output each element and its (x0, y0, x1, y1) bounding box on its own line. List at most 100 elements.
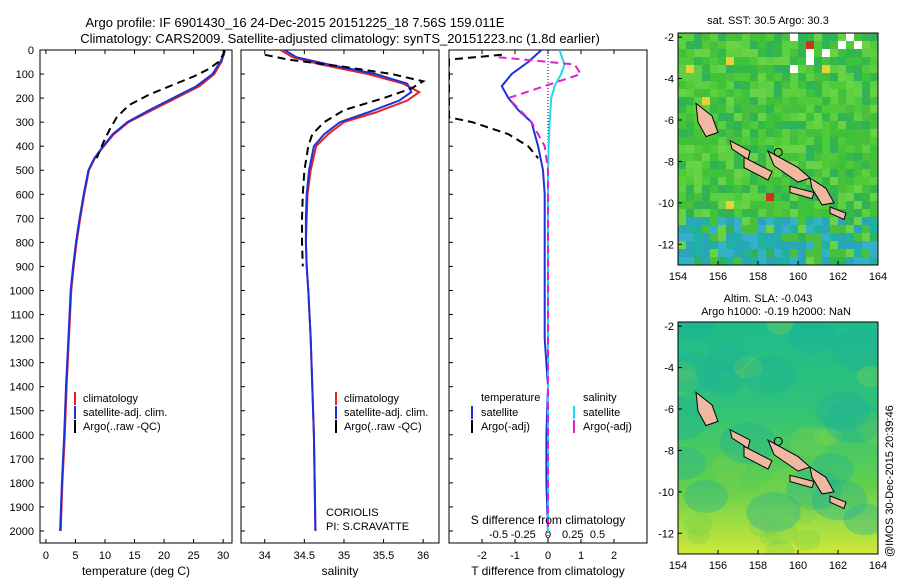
sst-cell (726, 161, 735, 170)
sst-cell (830, 145, 839, 154)
sst-cell (702, 41, 711, 50)
sst-cell (678, 161, 687, 170)
sst-cell (782, 137, 791, 146)
sst-cell (814, 169, 823, 178)
sst-cell (830, 33, 839, 42)
sst-cell (822, 177, 831, 186)
sst-cell (726, 81, 735, 90)
sst-cell (790, 145, 799, 154)
sst-cell (774, 121, 783, 130)
sst-cell (814, 57, 823, 66)
sst-cell (870, 241, 878, 250)
map-y-tick-label: -4 (664, 363, 674, 375)
sst-cell (782, 217, 791, 226)
sst-cell (806, 201, 815, 210)
sst-cell (718, 217, 727, 226)
sst-cell (862, 233, 871, 242)
sst-cell (846, 153, 855, 162)
sst-cell (774, 49, 783, 58)
series-salinity-argo-adj (498, 56, 583, 531)
salinity-panel: 34 34.5 35 35.5 36 salinity climatology sate… (240, 49, 440, 578)
sst-cell (702, 145, 711, 154)
sst-cell (782, 153, 791, 162)
sst-cell (830, 49, 839, 58)
sst-cell (702, 169, 711, 178)
depth-tick-label: 0 (28, 45, 34, 57)
sst-cell (838, 217, 847, 226)
sst-cell (790, 201, 799, 210)
sst-cell (678, 89, 687, 98)
sst-cell (814, 121, 823, 130)
sst-cell (710, 161, 719, 170)
sla-blob (766, 322, 794, 335)
sst-cell (686, 193, 695, 202)
sst-cell (838, 145, 847, 154)
difference-xlabel-s: S difference from climatology (471, 513, 626, 527)
sst-cell (782, 209, 791, 218)
sst-cell (870, 169, 878, 178)
map-y-tick-label: -10 (658, 487, 674, 499)
sst-cell (726, 225, 735, 234)
sst-cell (678, 193, 687, 202)
sst-cell (774, 145, 783, 154)
sst-cell (766, 137, 775, 146)
depth-tick-label: 1300 (10, 358, 34, 370)
depth-tick-label: 900 (16, 261, 34, 273)
sst-cell (806, 241, 815, 250)
sst-cell (766, 97, 775, 106)
sst-cell (790, 113, 799, 122)
sla-blob (678, 361, 697, 382)
sst-cell (686, 137, 695, 146)
sst-cell (838, 33, 847, 42)
sst-cell (686, 129, 695, 138)
sst-cell (718, 113, 727, 122)
sla-blob (707, 340, 749, 373)
sst-cell (854, 225, 863, 234)
sst-cell (846, 97, 855, 106)
sst-cell (710, 201, 719, 210)
sst-cell (798, 249, 807, 258)
sst-cell (710, 153, 719, 162)
title-line-2: Climatology: CARS2009. Satellite-adjuste… (80, 31, 600, 46)
sst-cell (678, 97, 687, 106)
sst-cell (750, 105, 759, 114)
sst-cell (870, 33, 878, 42)
sla-blob (831, 327, 878, 371)
sst-cell (838, 137, 847, 146)
sst-cell (686, 97, 695, 106)
sst-cell (678, 257, 687, 265)
sst-cell (862, 65, 871, 74)
sst-cell (830, 177, 839, 186)
sst-cell (750, 209, 759, 218)
sst-cell (838, 225, 847, 234)
sst-cell (822, 121, 831, 130)
sst-cell (686, 241, 695, 250)
sst-cell (854, 105, 863, 114)
sst-cell (678, 33, 687, 42)
sst-cell (710, 49, 719, 58)
sst-cell (726, 33, 735, 42)
sst-cell (686, 209, 695, 218)
sla-blob (792, 529, 821, 551)
sst-cell (702, 209, 711, 218)
sst-cell (854, 49, 863, 58)
sst-cell (774, 97, 783, 106)
sst-cell (814, 201, 823, 210)
sst-cell (742, 73, 751, 82)
sst-cell (790, 209, 799, 218)
sst-cell (806, 49, 815, 58)
sla-blob (716, 472, 743, 493)
sla-blob (764, 519, 798, 545)
sst-cell (870, 89, 878, 98)
sst-cell (750, 57, 759, 66)
sst-cell (694, 49, 703, 58)
sst-cell (726, 257, 735, 265)
sst-cell (846, 185, 855, 194)
sst-cell (702, 57, 711, 66)
sst-cell (710, 97, 719, 106)
sst-cell (854, 177, 863, 186)
sst-cell (870, 249, 878, 258)
sla-blob (704, 363, 746, 395)
sst-map-panel: sat. SST: 30.5 Argo: 30.3 154 156 158 160 16… (658, 15, 887, 283)
